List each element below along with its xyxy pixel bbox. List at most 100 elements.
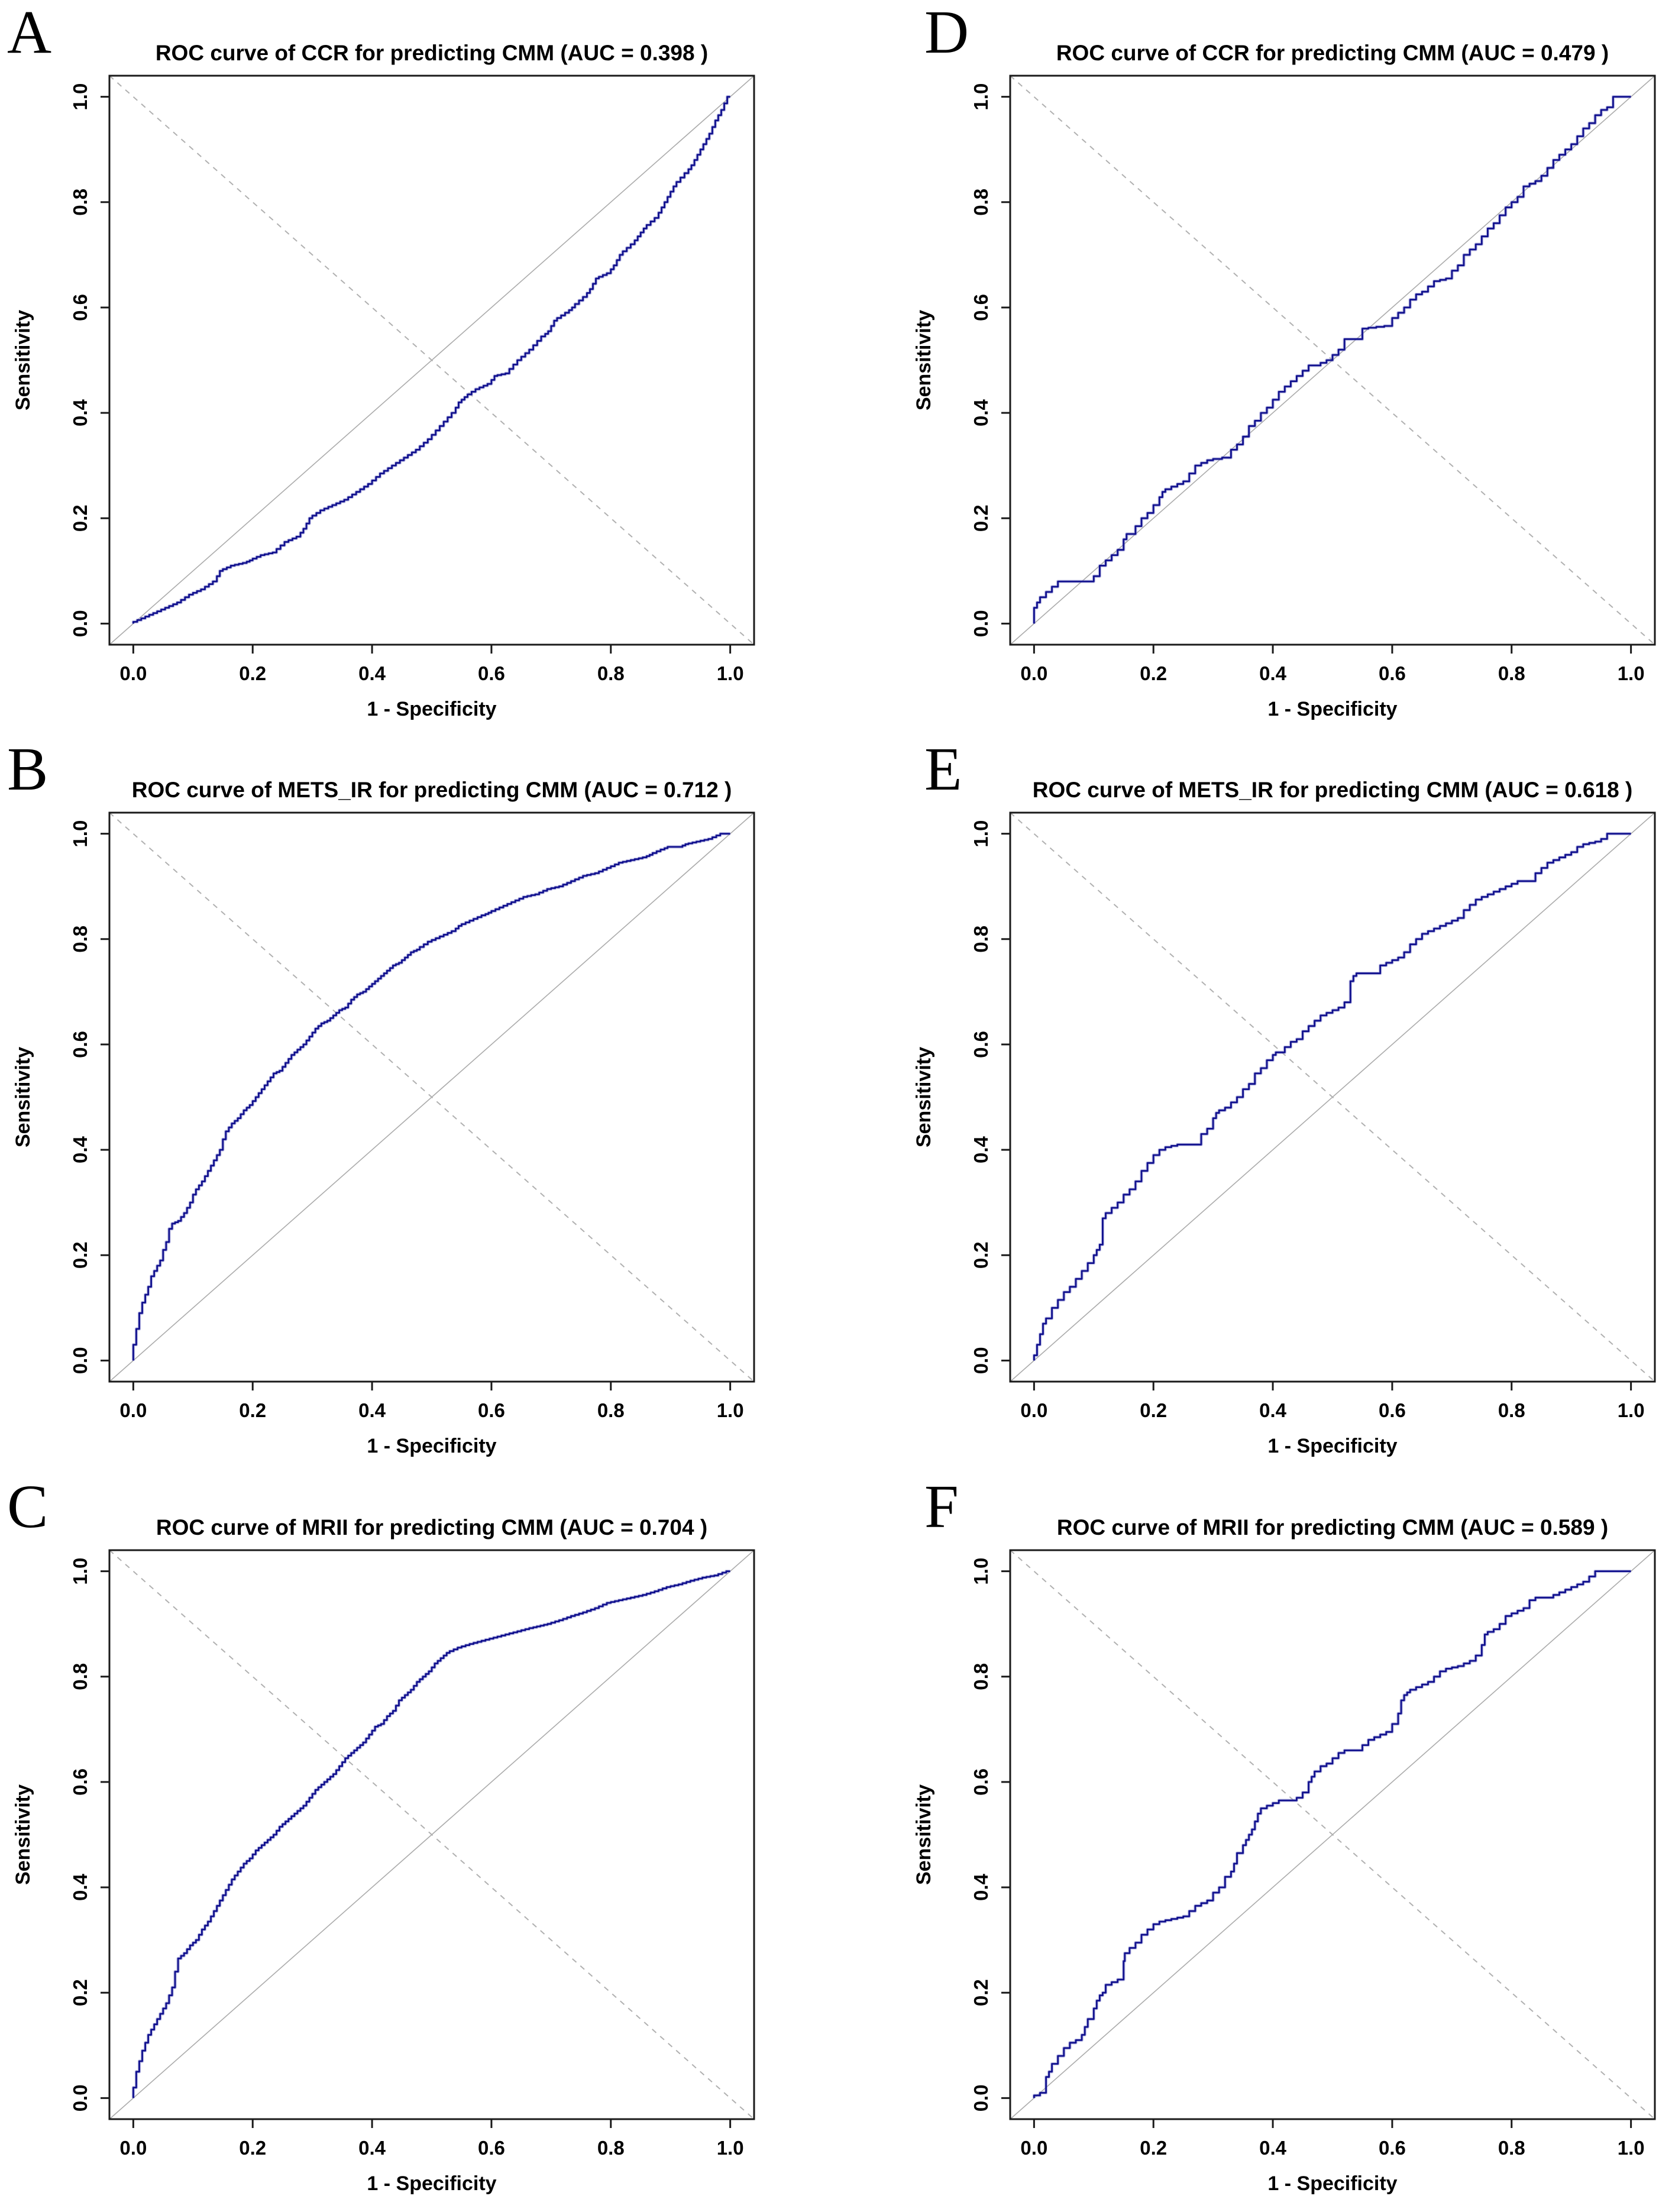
y-tick-label: 0.2 bbox=[970, 1241, 992, 1269]
y-axis-label: Sensitivity bbox=[913, 1784, 935, 1885]
x-tick-label: 0.0 bbox=[1020, 662, 1047, 684]
chart-title: ROC curve of CCR for predicting CMM (AUC… bbox=[1056, 41, 1609, 65]
x-tick-label: 1.0 bbox=[717, 1399, 744, 1421]
roc-chart-a: ROC curve of CCR for predicting CMM (AUC… bbox=[0, 0, 781, 733]
roc-plot-f: ROC curve of MRII for predicting CMM (AU… bbox=[913, 1515, 1656, 2195]
plot-area: 0.0 0.0 0.2 0.2 0.4 0.4 0.6 0.6 0.8 0.8 1.0 1.0 bbox=[970, 75, 1656, 684]
y-tick-label: 1.0 bbox=[970, 1558, 992, 1585]
roc-plot-c: ROC curve of MRII for predicting CMM (AU… bbox=[12, 1515, 755, 2195]
y-tick-label: 0.8 bbox=[970, 926, 992, 953]
y-tick-label: 0.0 bbox=[69, 610, 91, 637]
plot-area: 0.0 0.0 0.2 0.2 0.4 0.4 0.6 0.6 0.8 0.8 1.0 1.0 bbox=[970, 1549, 1656, 2159]
panel-letter-f: F bbox=[924, 1474, 959, 1541]
roc-curve bbox=[132, 96, 730, 624]
anti-diagonal-dashed-line bbox=[1010, 812, 1655, 1382]
plot-box bbox=[1009, 1549, 1656, 2120]
y-tick-label: 0.6 bbox=[69, 1768, 91, 1796]
x-tick-label: 0.0 bbox=[119, 1399, 147, 1421]
y-tick-label: 0.0 bbox=[970, 2084, 992, 2111]
x-tick-label: 1.0 bbox=[1618, 662, 1645, 684]
y-tick-label: 0.4 bbox=[69, 1873, 91, 1901]
panel-letter-d: D bbox=[924, 0, 969, 66]
x-tick-label: 1.0 bbox=[1618, 1399, 1645, 1421]
y-tick-label: 0.4 bbox=[970, 1136, 992, 1163]
anti-diagonal-dashed-line bbox=[109, 75, 755, 645]
x-tick-label: 1.0 bbox=[717, 662, 744, 684]
roc-panel-d: D ROC curve of CCR for predicting CMM (A… bbox=[836, 0, 1672, 737]
x-tick-label: 0.0 bbox=[119, 2137, 147, 2159]
roc-chart-e: ROC curve of METS_IR for predicting CMM … bbox=[901, 737, 1672, 1470]
x-tick-label: 0.8 bbox=[1498, 2137, 1525, 2159]
x-tick-label: 0.8 bbox=[597, 1399, 625, 1421]
panel-letter-a: A bbox=[7, 0, 52, 66]
roc-panel-a: A ROC curve of CCR for predicting CMM (A… bbox=[0, 0, 836, 737]
y-tick-label: 0.6 bbox=[970, 294, 992, 321]
chart-title: ROC curve of MRII for predicting CMM (AU… bbox=[156, 1515, 707, 1540]
x-axis-label: 1 - Specificity bbox=[1267, 1435, 1397, 1457]
roc-panel-c: C ROC curve of MRII for predicting CMM (… bbox=[0, 1474, 836, 2212]
plot-area: 0.0 0.0 0.2 0.2 0.4 0.4 0.6 0.6 0.8 0.8 1.0 1.0 bbox=[69, 1549, 755, 2159]
x-tick-label: 0.8 bbox=[1498, 1399, 1525, 1421]
y-axis-label: Sensitivity bbox=[12, 1784, 34, 1885]
y-tick-label: 1.0 bbox=[970, 820, 992, 848]
roc-plot-d: ROC curve of CCR for predicting CMM (AUC… bbox=[913, 41, 1656, 720]
x-tick-label: 0.6 bbox=[1379, 2137, 1406, 2159]
y-tick-label: 0.0 bbox=[69, 1347, 91, 1374]
roc-panel-e: E ROC curve of METS_IR for predicting CM… bbox=[836, 737, 1672, 1474]
y-axis-label: Sensitivity bbox=[12, 1047, 34, 1147]
y-tick-label: 0.2 bbox=[970, 1979, 992, 2006]
x-tick-label: 0.4 bbox=[358, 2137, 386, 2159]
panel-letter-b: B bbox=[7, 737, 48, 803]
x-tick-label: 0.0 bbox=[119, 662, 147, 684]
y-tick-label: 0.6 bbox=[69, 294, 91, 321]
y-tick-label: 0.0 bbox=[970, 610, 992, 637]
x-tick-label: 0.2 bbox=[1140, 2137, 1167, 2159]
roc-chart-b: ROC curve of METS_IR for predicting CMM … bbox=[0, 737, 781, 1470]
x-axis-label: 1 - Specificity bbox=[1267, 2172, 1397, 2195]
roc-curve bbox=[1033, 833, 1631, 1361]
y-tick-label: 0.2 bbox=[970, 505, 992, 532]
x-axis-label: 1 - Specificity bbox=[1267, 698, 1397, 720]
chart-title: ROC curve of METS_IR for predicting CMM … bbox=[132, 778, 732, 802]
roc-curve bbox=[1033, 96, 1631, 624]
chart-title: ROC curve of CCR for predicting CMM (AUC… bbox=[156, 41, 708, 65]
anti-diagonal-dashed-line bbox=[109, 812, 755, 1382]
x-tick-label: 0.2 bbox=[1140, 1399, 1167, 1421]
x-tick-label: 0.8 bbox=[597, 662, 625, 684]
y-tick-label: 0.8 bbox=[970, 1663, 992, 1690]
plot-area: 0.0 0.0 0.2 0.2 0.4 0.4 0.6 0.6 0.8 0.8 1.0 1.0 bbox=[970, 811, 1656, 1421]
x-tick-label: 0.2 bbox=[239, 662, 266, 684]
x-axis-label: 1 - Specificity bbox=[367, 1435, 496, 1457]
roc-plot-e: ROC curve of METS_IR for predicting CMM … bbox=[913, 778, 1656, 1457]
x-tick-label: 0.6 bbox=[478, 2137, 505, 2159]
y-tick-label: 0.2 bbox=[69, 1979, 91, 2006]
y-tick-label: 0.8 bbox=[69, 1663, 91, 1690]
y-axis-label: Sensitivity bbox=[913, 310, 935, 410]
y-tick-label: 0.8 bbox=[69, 926, 91, 953]
panel-letter-e: E bbox=[924, 737, 962, 803]
y-tick-label: 0.6 bbox=[970, 1768, 992, 1796]
plot-area: 0.0 0.0 0.2 0.2 0.4 0.4 0.6 0.6 0.8 0.8 1.0 1.0 bbox=[69, 75, 755, 684]
roc-curve bbox=[132, 833, 730, 1361]
roc-plot-a: ROC curve of CCR for predicting CMM (AUC… bbox=[12, 41, 755, 720]
y-tick-label: 0.4 bbox=[69, 1136, 91, 1163]
y-tick-label: 0.0 bbox=[69, 2084, 91, 2111]
roc-curve bbox=[1033, 1570, 1631, 2098]
x-tick-label: 0.2 bbox=[1140, 662, 1167, 684]
plot-area: 0.0 0.0 0.2 0.2 0.4 0.4 0.6 0.6 0.8 0.8 1.0 1.0 bbox=[69, 811, 755, 1421]
panel-letter-c: C bbox=[7, 1474, 48, 1541]
y-tick-label: 0.0 bbox=[970, 1347, 992, 1374]
x-tick-label: 0.4 bbox=[358, 1399, 386, 1421]
y-axis-label: Sensitivity bbox=[12, 310, 34, 410]
roc-plot-b: ROC curve of METS_IR for predicting CMM … bbox=[12, 778, 755, 1457]
y-tick-label: 1.0 bbox=[69, 820, 91, 848]
x-axis-label: 1 - Specificity bbox=[367, 2172, 496, 2195]
y-tick-label: 1.0 bbox=[69, 1558, 91, 1585]
x-tick-label: 0.4 bbox=[1259, 2137, 1287, 2159]
x-axis-label: 1 - Specificity bbox=[367, 698, 496, 720]
x-tick-label: 0.6 bbox=[1379, 662, 1406, 684]
x-tick-label: 0.2 bbox=[239, 1399, 266, 1421]
roc-chart-c: ROC curve of MRII for predicting CMM (AU… bbox=[0, 1474, 781, 2208]
x-tick-label: 0.2 bbox=[239, 2137, 266, 2159]
